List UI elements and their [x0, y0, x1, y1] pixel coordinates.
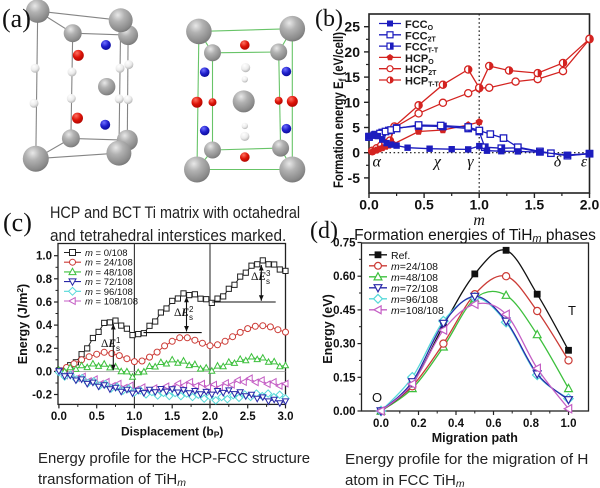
svg-text:0.6: 0.6	[36, 297, 52, 309]
svg-text:0.2: 0.2	[411, 418, 427, 430]
svg-text:m=72/108: m=72/108	[391, 283, 438, 295]
svg-text:O: O	[372, 390, 382, 405]
svg-text:0.00: 0.00	[333, 406, 355, 418]
svg-text:Ref.: Ref.	[391, 250, 410, 262]
svg-text:1.0: 1.0	[469, 197, 489, 213]
svg-text:0.5: 0.5	[89, 411, 106, 423]
svg-text:0.8: 0.8	[523, 418, 540, 430]
svg-text:HCPO: HCPO	[405, 53, 434, 66]
svg-text:0.60: 0.60	[333, 271, 355, 283]
svg-text:1.0: 1.0	[126, 411, 142, 423]
svg-text:m=24/108: m=24/108	[391, 261, 438, 273]
svg-text:T: T	[568, 303, 576, 318]
svg-text:s: s	[116, 344, 120, 353]
svg-text:0.4: 0.4	[36, 320, 53, 332]
svg-text:25: 25	[344, 19, 360, 35]
svg-text:15: 15	[344, 69, 360, 85]
svg-text:2.0: 2.0	[202, 411, 218, 423]
svg-text:3.0: 3.0	[278, 411, 294, 423]
svg-text:0.30: 0.30	[333, 339, 355, 351]
svg-text:γ: γ	[467, 154, 474, 171]
svg-text:0.15: 0.15	[333, 372, 356, 384]
svg-text:0.0: 0.0	[51, 411, 67, 423]
svg-text:0.0: 0.0	[373, 418, 389, 430]
svg-text:Energy (eV): Energy (eV)	[321, 294, 335, 363]
svg-text:m = 0/108: m = 0/108	[85, 248, 128, 259]
svg-text:s: s	[189, 313, 193, 322]
svg-text:ΔE: ΔE	[101, 338, 116, 350]
svg-text:1: 1	[116, 336, 121, 345]
svg-text:m=96/108: m=96/108	[391, 294, 438, 306]
svg-text:0.4: 0.4	[448, 418, 465, 430]
svg-text:1.0: 1.0	[36, 251, 52, 263]
svg-text:ΔE: ΔE	[251, 271, 266, 283]
svg-text:ΔE: ΔE	[174, 307, 189, 319]
svg-text:s: s	[266, 277, 270, 286]
svg-text:FCCO: FCCO	[405, 19, 434, 32]
svg-text:-5: -5	[348, 170, 361, 186]
svg-text:Displacement (bP): Displacement (bP)	[121, 424, 223, 439]
svg-text:0.2: 0.2	[36, 343, 52, 355]
svg-text:m = 48/108: m = 48/108	[85, 267, 133, 278]
svg-text:α: α	[372, 154, 381, 171]
svg-text:Migration path: Migration path	[432, 431, 518, 445]
svg-text:0.0: 0.0	[359, 197, 379, 213]
svg-text:Energy (J/m2): Energy (J/m2)	[15, 284, 30, 364]
svg-text:Formation energies of TiHm pha: Formation energies of TiHm phases	[354, 227, 596, 245]
svg-text:Formation energy Ef (eV/cell): Formation energy Ef (eV/cell)	[330, 32, 349, 188]
svg-text:0.0: 0.0	[36, 366, 52, 378]
svg-text:0.8: 0.8	[36, 274, 53, 286]
svg-text:0.5: 0.5	[414, 197, 434, 213]
svg-text:0.6: 0.6	[486, 418, 502, 430]
svg-text:χ: χ	[432, 154, 442, 171]
svg-text:1.5: 1.5	[525, 197, 545, 213]
svg-text:0.45: 0.45	[333, 305, 356, 317]
svg-text:m: m	[473, 212, 485, 229]
svg-text:5: 5	[352, 120, 360, 136]
svg-text:3: 3	[266, 269, 271, 278]
svg-text:0.75: 0.75	[333, 238, 356, 250]
svg-text:ε: ε	[581, 154, 588, 171]
svg-text:-0.2: -0.2	[32, 390, 52, 402]
svg-text:1.5: 1.5	[164, 411, 181, 423]
svg-text:m = 24/108: m = 24/108	[85, 258, 133, 269]
svg-text:δ: δ	[554, 154, 562, 171]
svg-text:2: 2	[189, 305, 194, 314]
svg-text:m = 72/108: m = 72/108	[85, 277, 133, 288]
svg-text:10: 10	[344, 94, 360, 110]
svg-text:m=108/108: m=108/108	[391, 305, 444, 317]
svg-text:1.0: 1.0	[561, 418, 577, 430]
svg-text:HCPT-T: HCPT-T	[405, 76, 439, 89]
svg-text:2.0: 2.0	[580, 197, 600, 213]
svg-text:m = 108/108: m = 108/108	[85, 297, 138, 308]
svg-text:2.5: 2.5	[240, 411, 257, 423]
svg-text:m = 96/108: m = 96/108	[85, 287, 133, 298]
svg-text:0: 0	[352, 145, 360, 161]
svg-text:m=48/108: m=48/108	[391, 272, 438, 284]
svg-text:20: 20	[344, 44, 360, 60]
